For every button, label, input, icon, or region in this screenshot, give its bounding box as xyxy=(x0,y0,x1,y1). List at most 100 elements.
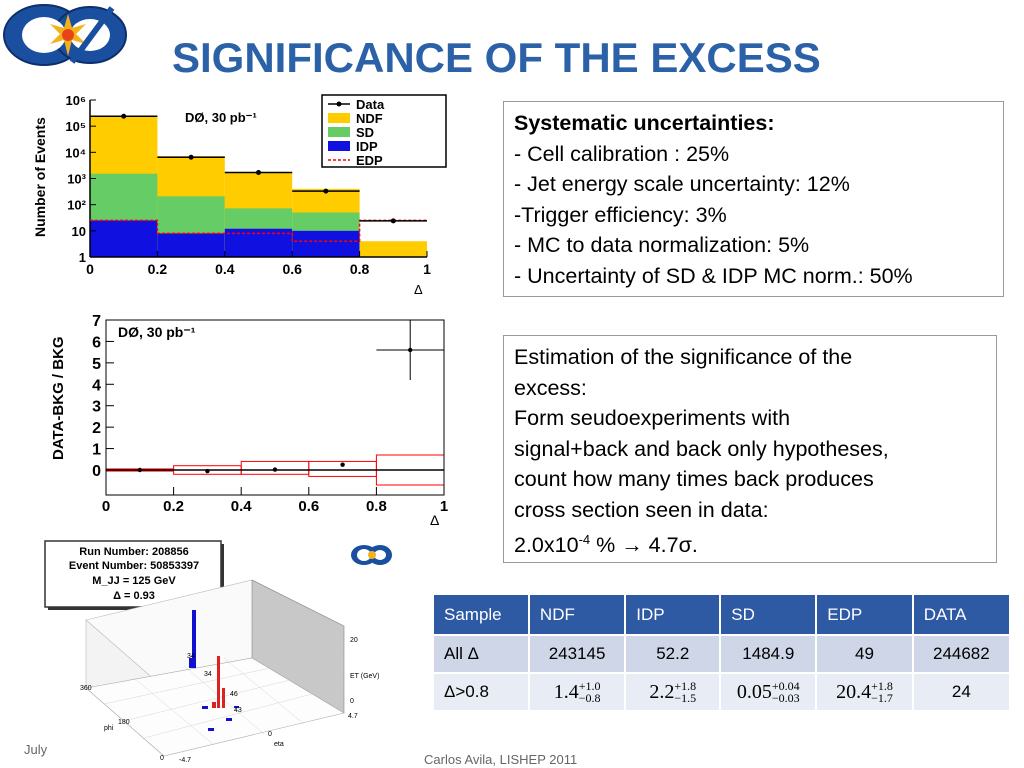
systematics-item: - Jet energy scale uncertainty: 12% xyxy=(514,172,850,196)
table-cell: 20.4+1.8 −1.7 xyxy=(815,672,914,712)
table-cell: 49 xyxy=(815,634,914,674)
histogram-chart: 1 10 10² 10³ 10⁴ 10⁵ 10⁶ 0 0.2 0.4 0.6 0.8 1 DØ, 30 … xyxy=(32,93,447,297)
y-tick-label: 10³ xyxy=(67,172,86,187)
slide-title: SIGNIFICANCE OF THE EXCESS xyxy=(172,34,821,81)
value-down: −1.7 xyxy=(871,691,893,706)
x-tick-label: 0.2 xyxy=(148,261,168,277)
legend-label: Data xyxy=(356,97,385,112)
value-base: 1.4 xyxy=(553,680,579,703)
table-row: Δ>0.8 1.4+1.0 −0.8 2.2+1.8 −1.5 0.05+0.04−… xyxy=(432,672,1012,712)
et-tick: 20 xyxy=(350,637,358,644)
bar-idp xyxy=(157,233,225,257)
legend-swatch xyxy=(328,141,350,151)
y-tick-label: 0 xyxy=(92,463,101,480)
phi-axis-label: phi xyxy=(104,725,114,732)
table-header-cell: DATA xyxy=(911,593,1012,636)
table-cell: 244682 xyxy=(911,634,1012,674)
ratio-ylabel: DATA-BKG / BKG xyxy=(50,336,67,460)
estimation-box: Estimation of the significance of the ex… xyxy=(503,335,997,563)
data-point xyxy=(272,467,278,472)
value-up: +1.8 xyxy=(674,679,697,694)
systematics-box: Systematic uncertainties: - Cell calibra… xyxy=(503,101,1004,297)
data-point xyxy=(205,468,210,474)
eta-tick: 0 xyxy=(268,731,272,738)
systematics-heading: Systematic uncertainties: xyxy=(514,111,775,135)
estimation-line: Form seudoexperiments with xyxy=(514,406,791,430)
y-tick-label: 10² xyxy=(67,198,86,213)
data-point xyxy=(340,462,345,467)
histogram-ylabel: Number of Events xyxy=(32,117,48,237)
y-tick-label: 10 xyxy=(72,224,86,239)
ratio-xlabel: Δ xyxy=(430,512,439,528)
result-sigma: 4.7σ. xyxy=(642,533,698,558)
y-tick-label: 6 xyxy=(92,334,101,351)
y-tick-label: 10⁵ xyxy=(65,119,86,134)
tower-blue xyxy=(192,610,196,668)
et-axis-label: ET (GeV) xyxy=(350,673,379,680)
value-down: −1.5 xyxy=(674,691,697,706)
arrow-icon: → xyxy=(621,533,643,558)
bar-idp xyxy=(90,220,158,257)
legend-swatch xyxy=(336,101,342,107)
y-tick-label: 4 xyxy=(92,377,101,394)
y-tick-label: 1 xyxy=(79,250,86,265)
table-cell: All Δ xyxy=(432,634,530,674)
systematics-item: - MC to data normalization: 5% xyxy=(514,233,810,257)
event-info-line: Event Number: 50853397 xyxy=(69,560,199,572)
legend-label: IDP xyxy=(356,139,378,154)
event-display: Run Number: 208856 Event Number: 5085339… xyxy=(44,540,392,764)
data-point xyxy=(390,218,396,224)
footer-text: Carlos Avila, LISHEP 2011 xyxy=(424,752,578,767)
table-cell: 1484.9 xyxy=(719,634,818,674)
plot-frame xyxy=(105,319,445,496)
systematics-item: - Uncertainty of SD & IDP MC norm.: 50% xyxy=(514,263,913,288)
estimation-line: Estimation of the significance of the xyxy=(514,345,853,369)
y-tick-label: 1 xyxy=(92,442,101,459)
estimation-result: 2.0x10-4 % → 4.7σ. xyxy=(514,525,986,561)
histogram-xlabel: Δ xyxy=(414,282,423,297)
value-down: −0.8 xyxy=(578,691,601,706)
value-base: 0.05 xyxy=(736,680,772,703)
x-tick-label: 0 xyxy=(102,498,110,515)
table-cell: 243145 xyxy=(527,634,627,674)
eta-axis-label: eta xyxy=(274,741,284,748)
data-point xyxy=(408,347,413,353)
legend-swatch xyxy=(328,113,350,123)
y-tick-label: 7 xyxy=(92,313,101,330)
ratio-annotation: DØ, 30 pb⁻¹ xyxy=(118,324,196,340)
value-base: 2.2 xyxy=(649,680,675,703)
phi-tick: 0 xyxy=(160,755,164,762)
x-tick-label: 0.4 xyxy=(215,261,235,277)
x-tick-label: 0.4 xyxy=(231,498,253,515)
table-cell: 2.2+1.8 −1.5 xyxy=(624,672,722,712)
table-cell: 52.2 xyxy=(624,634,722,674)
estimation-line: count how many times back produces xyxy=(514,467,874,491)
tower-label: 46 xyxy=(230,691,238,698)
value-up: +1.8 xyxy=(871,679,893,694)
y-tick-label: 10⁴ xyxy=(65,145,86,160)
x-tick-label: 1 xyxy=(423,261,431,277)
x-tick-label: 0.6 xyxy=(282,261,302,277)
data-point xyxy=(137,467,142,473)
value-up: +0.04 xyxy=(771,679,800,694)
edp-line xyxy=(90,219,427,242)
tower-red xyxy=(217,656,220,708)
value-down: −0.03 xyxy=(771,691,800,706)
estimation-line: cross section seen in data: xyxy=(514,497,769,522)
event-count-table: Sample NDF IDP SD EDP DATA All Δ 243145 … xyxy=(432,593,1012,712)
y-tick-label: 10⁶ xyxy=(66,93,86,108)
phi-tick: 180 xyxy=(118,719,130,726)
estimation-line: signal+back and back only hypotheses, xyxy=(514,436,889,461)
et-tick: 0 xyxy=(350,698,354,705)
tower-label: 43 xyxy=(234,707,242,714)
ratio-chart: 0 1 2 3 4 5 6 7 0 0.2 0.4 0.6 0.8 1 DØ, 30 pb⁻¹ DATA-… xyxy=(50,313,448,528)
legend-label: SD xyxy=(356,125,374,140)
eta-tick: -4.7 xyxy=(179,757,191,764)
event-info-line: Run Number: 208856 xyxy=(79,546,188,558)
table-header-row: Sample NDF IDP SD EDP DATA xyxy=(432,593,1012,636)
x-tick-label: 0.8 xyxy=(350,261,370,277)
value-base: 20.4 xyxy=(836,680,872,703)
legend-swatch xyxy=(328,127,350,137)
d0-logo: DØ xyxy=(3,4,127,66)
event-info-line: M_JJ = 125 GeV xyxy=(92,575,176,587)
